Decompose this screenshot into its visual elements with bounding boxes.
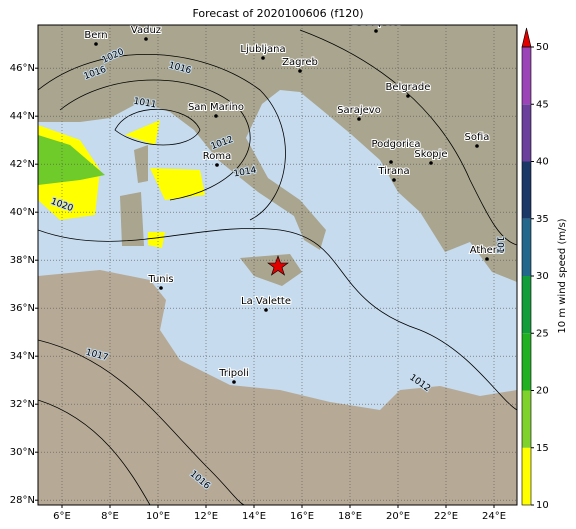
city-dot <box>429 161 433 165</box>
colorbar-extend <box>521 27 532 48</box>
lat-tick-label: 40°N <box>10 207 35 218</box>
city-label: Vaduz <box>131 25 161 36</box>
city-dot <box>392 178 396 182</box>
isobars <box>38 29 517 505</box>
city-dot <box>144 37 148 41</box>
lon-tick-label: 16°E <box>290 511 314 522</box>
city-dot <box>389 160 393 164</box>
city-label: Bern <box>84 30 107 41</box>
land-sicily <box>240 254 302 286</box>
colorbar-tick-label: 45 <box>536 99 549 110</box>
colorbar-tick-label: 25 <box>536 328 549 339</box>
title: Forecast of 2020100606 (f120) <box>192 7 363 20</box>
wind-patch <box>150 168 205 200</box>
cities: Bern Vaduz Budapest Ljubljana Zagreb San Mari… <box>83 17 505 384</box>
colorbar-tick-label: 10 <box>536 500 549 511</box>
lon-tick-label: 20°E <box>386 511 410 522</box>
lat-tick-label: 32°N <box>10 399 35 410</box>
land-sardinia <box>120 192 144 246</box>
city-dot <box>264 308 268 312</box>
city-dot <box>485 257 489 261</box>
land-europe <box>38 25 517 282</box>
city-label: Tunis <box>147 274 173 285</box>
target-star <box>267 255 289 276</box>
city-dot <box>215 163 219 167</box>
lat-tick-label: 46°N <box>10 63 35 74</box>
city-label: Tripoli <box>218 368 249 379</box>
city-label: San Marino <box>188 102 244 113</box>
colorbar-tick-label: 15 <box>536 443 549 454</box>
axes: 6°E 8°E 10°E 12°E 14°E 16°E 18°E 20°E 22°E 24°E 28… <box>10 63 506 522</box>
lon-tick-label: 24°E <box>482 511 506 522</box>
lat-tick-label: 38°N <box>10 255 35 266</box>
city-label: Podgorica <box>371 139 420 150</box>
colorbar-segment <box>522 447 531 505</box>
city-label: Athens <box>470 245 505 256</box>
city-dot <box>357 117 361 121</box>
city-label: Zagreb <box>282 57 318 68</box>
lat-tick-label: 30°N <box>10 447 35 458</box>
graticule <box>38 25 517 505</box>
lon-tick-label: 12°E <box>194 511 218 522</box>
wind-patch <box>38 135 105 185</box>
city-dot <box>475 144 479 148</box>
city-label: Skopje <box>414 149 447 160</box>
colorbar-segment <box>522 390 531 448</box>
city-dot <box>406 94 410 98</box>
lat-tick-label: 44°N <box>10 111 35 122</box>
city-label: Roma <box>203 151 232 162</box>
lon-tick-label: 18°E <box>338 511 362 522</box>
map-area: Bern Vaduz Budapest Ljubljana Zagreb San Mari… <box>38 17 517 505</box>
lat-tick-label: 34°N <box>10 351 35 362</box>
colorbar-segment <box>522 218 531 276</box>
colorbar-tick-label: 40 <box>536 157 549 168</box>
city-label: Tirana <box>377 166 409 177</box>
lat-tick-label: 36°N <box>10 303 35 314</box>
city-label: Sofia <box>465 132 490 143</box>
city-label: Sarajevo <box>337 105 381 116</box>
lon-tick-label: 8°E <box>101 511 119 522</box>
lat-tick-label: 28°N <box>10 495 35 506</box>
city-label: La Valette <box>241 296 291 307</box>
wind-patch <box>125 120 160 145</box>
colorbar-segment <box>522 333 531 391</box>
city-dot <box>374 29 378 33</box>
colorbar-tick-label: 35 <box>536 214 549 225</box>
colorbar: 10 15 20 25 30 35 40 45 50 <box>521 27 549 511</box>
city-dot <box>298 69 302 73</box>
colorbar-label: 10 m wind speed (m/s) <box>557 218 568 333</box>
map-frame <box>37 24 518 506</box>
lon-tick-label: 10°E <box>146 511 170 522</box>
isobar-label: 101 <box>495 236 505 253</box>
city-label: Belgrade <box>386 82 431 93</box>
city-label: Ljubljana <box>240 44 285 55</box>
colorbar-tick-label: 50 <box>536 42 549 53</box>
city-label: Budapest <box>352 17 399 28</box>
colorbar-segment <box>522 276 531 334</box>
lon-tick-label: 6°E <box>53 511 71 522</box>
colorbar-segment <box>522 47 531 105</box>
colorbar-tick-label: 30 <box>536 271 549 282</box>
city-dot <box>232 380 236 384</box>
lon-tick-label: 14°E <box>242 511 266 522</box>
colorbar-tick-label: 20 <box>536 386 549 397</box>
lat-tick-label: 42°N <box>10 159 35 170</box>
colorbar-segment <box>522 104 531 162</box>
lon-tick-label: 22°E <box>434 511 458 522</box>
wind-patch <box>148 232 165 248</box>
city-dot <box>94 42 98 46</box>
city-dot <box>214 114 218 118</box>
city-dot <box>261 56 265 60</box>
colorbar-segment <box>522 161 531 219</box>
city-dot <box>159 286 163 290</box>
